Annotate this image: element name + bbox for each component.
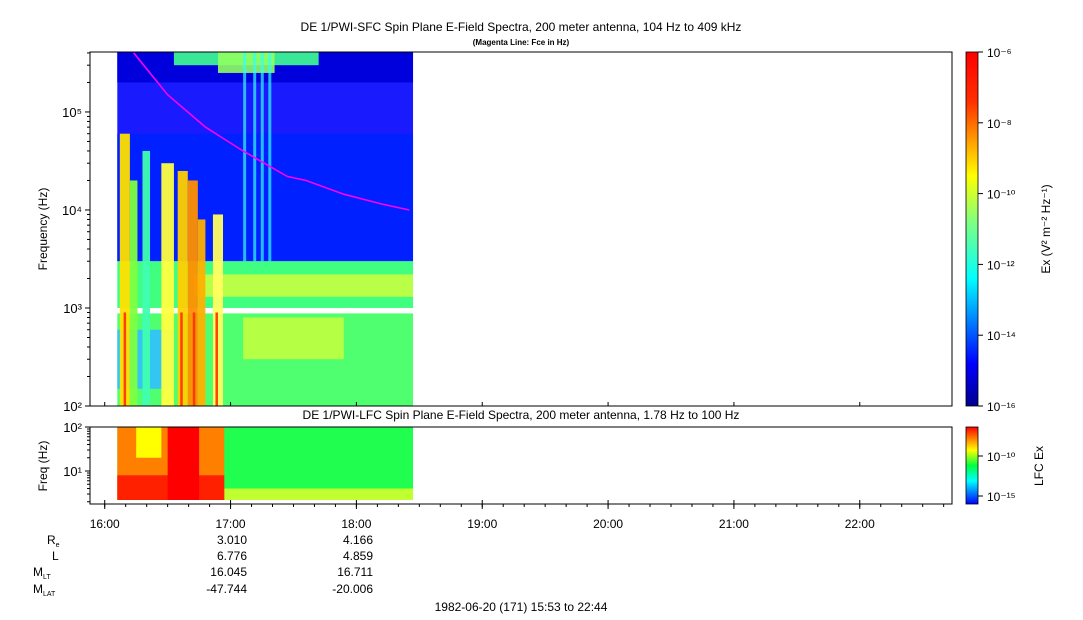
ephemeris-value: 16.711 bbox=[337, 565, 373, 579]
vertical-stripe bbox=[260, 52, 264, 262]
y-tick-label: 10² bbox=[63, 399, 82, 414]
colorbar-tick-label: 10⁻¹⁴ bbox=[987, 329, 1016, 343]
y-tick-label: 10³ bbox=[63, 301, 82, 316]
emission-burst bbox=[129, 180, 138, 406]
ephemeris-value: -20.006 bbox=[332, 582, 373, 596]
ephemeris-value: 4.166 bbox=[343, 533, 373, 547]
emission-burst bbox=[187, 180, 198, 406]
emission-burst bbox=[119, 133, 130, 406]
ephemeris-value: 3.010 bbox=[217, 533, 247, 547]
colorbar-tick-label: 10⁻¹² bbox=[987, 258, 1015, 272]
emission-streak bbox=[192, 312, 196, 406]
lower-spectrogram bbox=[117, 427, 414, 500]
ephemeris-value: 4.859 bbox=[343, 549, 373, 563]
y-tick-label: 10⁴ bbox=[62, 203, 82, 218]
upper-colorbar-label: Ex (V² m⁻² Hz⁻¹) bbox=[1039, 184, 1053, 273]
x-tick-label: 19:00 bbox=[467, 517, 497, 531]
ephemeris-value: 16.045 bbox=[210, 565, 247, 579]
y-tick-label: 10⁵ bbox=[62, 105, 82, 120]
ephemeris-label: MLAT bbox=[33, 582, 56, 598]
upper-title: DE 1/PWI-SFC Spin Plane E-Field Spectra,… bbox=[301, 20, 742, 34]
lower-ylabel: Freq (Hz) bbox=[36, 441, 50, 492]
upper-colorbar-ticks: 10⁻⁶ 10⁻⁸ 10⁻¹⁰ 10⁻¹² 10⁻¹⁴ 10⁻¹⁶ bbox=[978, 46, 1016, 414]
y-tick-label: 10¹ bbox=[63, 464, 82, 479]
vertical-stripe bbox=[253, 52, 257, 262]
upper-y-axis: 10² 10³ 10⁴ 10⁵ bbox=[62, 52, 90, 414]
x-tick-label: 18:00 bbox=[341, 517, 371, 531]
lfc-patch bbox=[136, 427, 162, 458]
ephemeris-value: -47.744 bbox=[206, 582, 247, 596]
vertical-stripe bbox=[243, 52, 247, 262]
footer-time-range: 1982-06-20 (171) 15:53 to 22:44 bbox=[435, 600, 608, 614]
emission-burst bbox=[142, 150, 151, 406]
colorbar-tick-label: 10⁻⁶ bbox=[987, 46, 1012, 60]
upper-subtitle: (Magenta Line: Fce in Hz) bbox=[473, 38, 570, 47]
x-tick-label: 16:00 bbox=[90, 517, 120, 531]
ephemeris-label-subscript: LAT bbox=[43, 591, 56, 598]
emission-streak bbox=[180, 312, 183, 406]
ephemeris-value: 6.776 bbox=[217, 549, 247, 563]
y-tick-label: 10² bbox=[63, 420, 82, 435]
time-axis: 16:00 17:00 18:00 19:00 20:00 21:00 22:00 bbox=[90, 402, 945, 531]
data-gap bbox=[90, 307, 952, 314]
fce-line bbox=[133, 52, 410, 211]
upper-colorbar bbox=[965, 51, 979, 407]
low-band-bright bbox=[243, 317, 344, 360]
upper-plot-frame bbox=[89, 51, 953, 407]
colorbar-tick-label: 10⁻¹⁰ bbox=[987, 188, 1016, 202]
colorbar-tick-label: 10⁻¹⁶ bbox=[987, 400, 1016, 414]
colorbar-tick-label: 10⁻¹⁰ bbox=[987, 450, 1016, 464]
band-1-3khz-bright bbox=[192, 274, 414, 297]
ephemeris-label-subscript: e bbox=[56, 542, 60, 549]
emission-burst bbox=[177, 170, 188, 406]
ephemeris-label: Re bbox=[47, 533, 60, 549]
emission-burst bbox=[212, 214, 224, 406]
lower-colorbar-ticks: 10⁻¹⁰ 10⁻¹⁵ bbox=[978, 450, 1016, 504]
ephemeris-label: MLT bbox=[33, 565, 51, 581]
lower-title: DE 1/PWI-LFC Spin Plane E-Field Spectra,… bbox=[303, 408, 740, 422]
emission-streak bbox=[123, 312, 127, 406]
x-tick-label: 22:00 bbox=[845, 517, 875, 531]
lower-y-axis: 10¹ 10² bbox=[63, 420, 90, 503]
emission-burst bbox=[197, 219, 206, 406]
x-tick-label: 20:00 bbox=[593, 517, 623, 531]
hf-cap-bright bbox=[217, 52, 275, 73]
ephemeris-label-subscript: LT bbox=[43, 574, 51, 581]
x-tick-label: 21:00 bbox=[719, 517, 749, 531]
x-tick-label: 17:00 bbox=[216, 517, 246, 531]
lower-colorbar-label: LFC Ex bbox=[1032, 446, 1046, 486]
vertical-stripe bbox=[268, 52, 272, 262]
lower-plot-frame bbox=[89, 426, 953, 505]
ephemeris-label: L bbox=[52, 549, 59, 563]
lfc-red-core bbox=[167, 427, 200, 500]
emission-streak bbox=[215, 312, 218, 406]
lfc-low-band bbox=[217, 488, 414, 500]
emission-burst bbox=[161, 163, 174, 406]
upper-spectrogram bbox=[90, 52, 952, 406]
lower-colorbar bbox=[965, 426, 979, 505]
colorbar-tick-label: 10⁻¹⁵ bbox=[987, 490, 1016, 504]
upper-ylabel: Frequency (Hz) bbox=[36, 188, 50, 271]
colorbar-tick-label: 10⁻⁸ bbox=[987, 117, 1012, 131]
